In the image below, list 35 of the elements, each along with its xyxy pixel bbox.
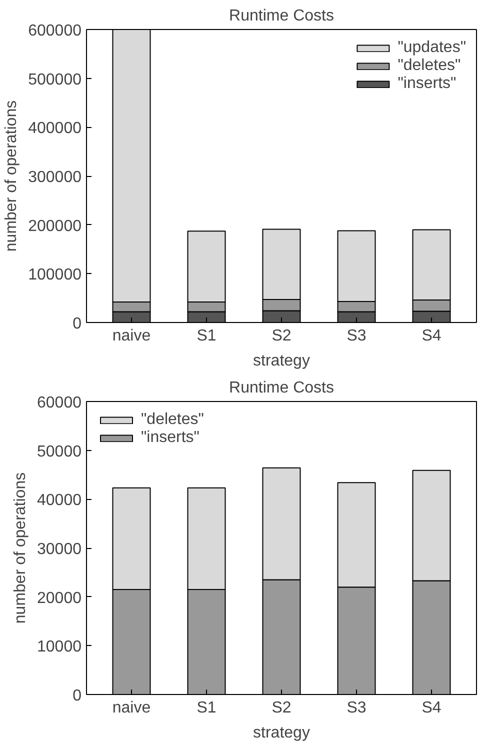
chart-title: Runtime Costs bbox=[229, 8, 334, 24]
x-tick-label: S1 bbox=[196, 700, 216, 716]
y-tick-label: 50000 bbox=[37, 443, 82, 460]
y-tick-label: 20000 bbox=[37, 590, 82, 607]
chart-title: Runtime Costs bbox=[229, 380, 334, 396]
x-axis-title: strategy bbox=[253, 724, 310, 742]
x-tick-label: S2 bbox=[272, 328, 292, 344]
legend-label: "inserts" bbox=[398, 75, 456, 93]
x-tick-label: naive bbox=[112, 700, 151, 716]
y-tick-label: 300000 bbox=[28, 169, 82, 186]
x-tick-label: naive bbox=[112, 328, 151, 344]
x-tick-label: S3 bbox=[346, 328, 366, 344]
y-tick-label: 10000 bbox=[37, 638, 82, 656]
legend-label: "deletes" bbox=[141, 411, 204, 429]
y-tick-label: 0 bbox=[72, 316, 82, 332]
x-tick-label: S2 bbox=[272, 700, 292, 716]
legend-label: "deletes" bbox=[398, 57, 461, 75]
x-tick-label: S4 bbox=[422, 328, 442, 344]
y-tick-label: 40000 bbox=[37, 492, 82, 510]
x-tick-label: S4 bbox=[422, 700, 442, 716]
y-tick-label: 100000 bbox=[28, 266, 82, 284]
y-tick-label: 500000 bbox=[28, 71, 82, 88]
y-axis-title: number of operations bbox=[12, 472, 30, 624]
y-axis-title: number of operations bbox=[3, 100, 20, 252]
y-tick-label: 200000 bbox=[28, 218, 82, 235]
x-axis-title: strategy bbox=[253, 352, 310, 370]
legend-label: "updates" bbox=[398, 39, 466, 57]
x-tick-label: S3 bbox=[346, 700, 366, 716]
y-tick-label: 400000 bbox=[28, 120, 82, 138]
y-tick-label: 600000 bbox=[28, 22, 82, 40]
y-tick-label: 60000 bbox=[37, 394, 82, 412]
y-tick-label: 30000 bbox=[37, 541, 82, 558]
y-tick-label: 0 bbox=[72, 688, 82, 704]
legend-label: "inserts" bbox=[141, 429, 200, 447]
x-tick-label: S1 bbox=[196, 328, 216, 344]
